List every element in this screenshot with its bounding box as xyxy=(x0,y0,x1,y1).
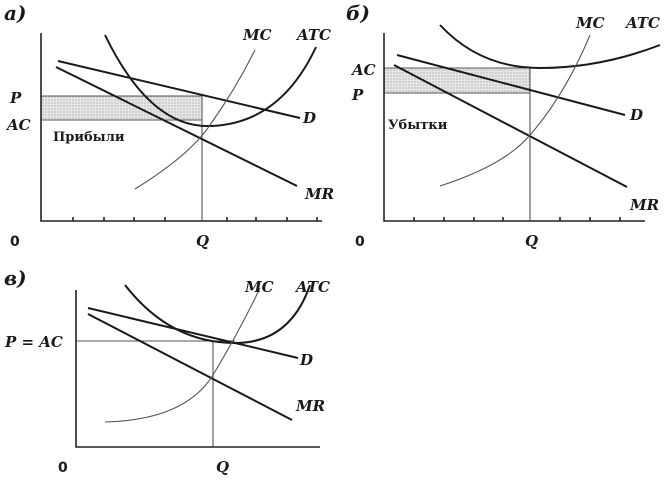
mr-curve xyxy=(87,313,293,421)
ac-label: AC xyxy=(5,116,31,134)
d-label: D xyxy=(629,106,643,124)
axes xyxy=(383,33,645,222)
atc-curve xyxy=(439,24,661,70)
panel-a-profit: а) MC ATC D MR P AC Прибыли 0 Q xyxy=(4,1,334,250)
ac-label: AC xyxy=(350,61,376,79)
axis-ticks xyxy=(72,217,318,221)
p-label: P xyxy=(9,89,22,107)
profit-label: Прибыли xyxy=(53,130,125,145)
origin-label: 0 xyxy=(355,234,365,250)
axes xyxy=(40,33,322,222)
panel-b-loss: б) MC ATC D MR AC P Убытки 0 Q xyxy=(346,1,661,250)
demand-curve xyxy=(396,54,626,116)
mc-label: MC xyxy=(242,26,272,44)
atc-label: ATC xyxy=(295,26,331,44)
panel-c-tag: в) xyxy=(4,266,27,290)
mc-curve xyxy=(104,287,261,423)
mr-curve xyxy=(393,64,628,188)
axis-ticks xyxy=(413,217,621,221)
origin-label: 0 xyxy=(10,234,20,250)
p-label: P xyxy=(351,86,364,104)
panel-b-tag: б) xyxy=(346,1,370,25)
atc-label: ATC xyxy=(624,14,660,32)
mc-label: MC xyxy=(244,278,274,296)
axes xyxy=(75,290,320,448)
d-label: D xyxy=(299,351,313,369)
mr-label: MR xyxy=(629,196,659,214)
atc-curve xyxy=(124,284,311,345)
loss-label: Убытки xyxy=(388,118,448,133)
mr-label: MR xyxy=(304,185,334,203)
origin-label: 0 xyxy=(58,460,68,476)
q-label: Q xyxy=(216,458,229,476)
mr-curve xyxy=(55,66,298,187)
mc-curve xyxy=(439,34,591,187)
q-label: Q xyxy=(196,232,209,250)
demand-curve xyxy=(87,307,299,359)
demand-curve xyxy=(57,60,301,119)
panel-a-tag: а) xyxy=(4,1,26,25)
p-equals-ac-label: P = AC xyxy=(4,333,63,351)
atc-curve xyxy=(104,34,317,128)
d-label: D xyxy=(302,109,316,127)
atc-label: ATC xyxy=(294,278,330,296)
q-label: Q xyxy=(525,232,538,250)
mc-label: MC xyxy=(575,14,605,32)
mc-curve xyxy=(134,49,256,190)
panel-c-breakeven: в) MC ATC D MR P = AC 0 Q xyxy=(4,266,330,476)
mr-label: MR xyxy=(295,397,325,415)
